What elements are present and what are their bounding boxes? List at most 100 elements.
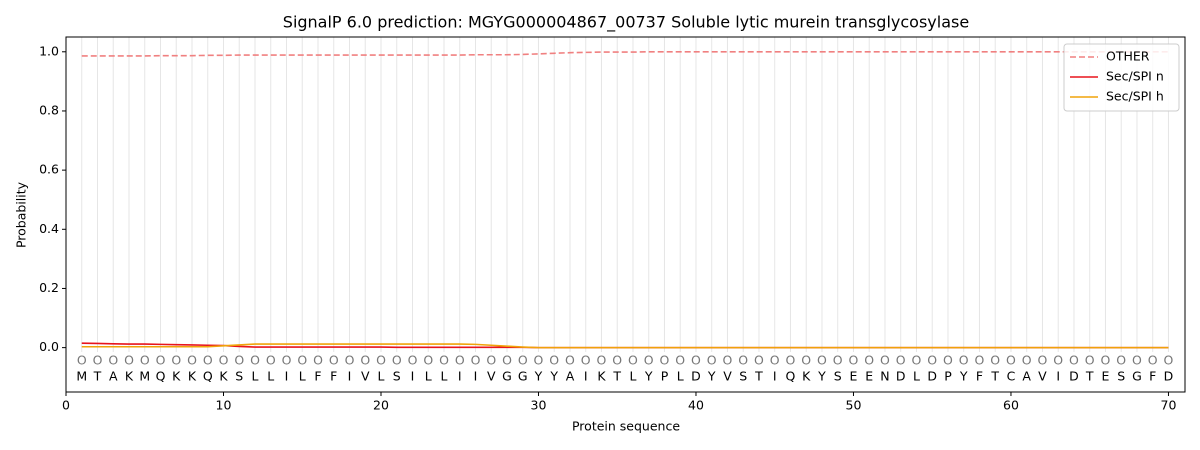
- prediction-label: O: [1069, 353, 1079, 368]
- legend-box: [1063, 43, 1180, 112]
- residue-label: L: [252, 369, 259, 384]
- prediction-label: O: [140, 353, 150, 368]
- residue-label: V: [361, 369, 370, 384]
- residue-label: A: [566, 369, 575, 384]
- residue-label: S: [834, 369, 842, 384]
- x-tick-label: 10: [216, 398, 232, 413]
- residue-label: E: [865, 369, 873, 384]
- residue-label: L: [425, 369, 432, 384]
- residue-label: D: [927, 369, 937, 384]
- prediction-label: O: [439, 353, 449, 368]
- residue-label: D: [1069, 369, 1079, 384]
- prediction-label: O: [943, 353, 953, 368]
- residue-label: T: [612, 369, 621, 384]
- prediction-label: O: [786, 353, 796, 368]
- prediction-label: O: [250, 353, 260, 368]
- residue-label: P: [661, 369, 669, 384]
- residue-label: L: [299, 369, 306, 384]
- residue-label: Y: [644, 369, 653, 384]
- y-tick-label: 0.2: [39, 280, 59, 295]
- prediction-label: O: [1022, 353, 1032, 368]
- residue-label: Q: [203, 369, 213, 384]
- residue-label: V: [487, 369, 496, 384]
- prediction-label: O: [1101, 353, 1111, 368]
- residue-label: F: [1149, 369, 1156, 384]
- prediction-label: O: [691, 353, 701, 368]
- y-tick-label: 1.0: [39, 43, 59, 58]
- chart-title: SignalP 6.0 prediction: MGYG000004867_00…: [283, 13, 969, 33]
- residue-label: I: [411, 369, 415, 384]
- residue-label: I: [348, 369, 352, 384]
- residue-label: C: [1007, 369, 1016, 384]
- residue-label: Q: [156, 369, 166, 384]
- y-axis-label: Probability: [14, 181, 29, 248]
- prediction-label: O: [313, 353, 323, 368]
- prediction-label: O: [502, 353, 512, 368]
- y-tick-label: 0.6: [39, 162, 59, 177]
- prediction-label: O: [628, 353, 638, 368]
- residue-label: T: [990, 369, 999, 384]
- prediction-label: O: [927, 353, 937, 368]
- prediction-label: O: [266, 353, 276, 368]
- residue-label: E: [1102, 369, 1110, 384]
- prediction-label: O: [597, 353, 607, 368]
- prediction-label: O: [581, 353, 591, 368]
- residue-label: A: [1022, 369, 1031, 384]
- residue-label: I: [1056, 369, 1060, 384]
- residue-label: Y: [534, 369, 543, 384]
- residue-label: Y: [707, 369, 716, 384]
- prediction-label: O: [1132, 353, 1142, 368]
- residue-label: K: [188, 369, 197, 384]
- residue-label: D: [1164, 369, 1174, 384]
- prediction-label: O: [738, 353, 748, 368]
- prediction-label: O: [1148, 353, 1158, 368]
- residue-label: K: [597, 369, 606, 384]
- prediction-label: O: [471, 353, 481, 368]
- prediction-label: O: [1038, 353, 1048, 368]
- residue-label: T: [93, 369, 102, 384]
- prediction-label: O: [345, 353, 355, 368]
- prediction-label: O: [1006, 353, 1016, 368]
- y-tick-label: 0.4: [39, 221, 59, 236]
- plot-frame: [65, 36, 1186, 393]
- prediction-label: O: [93, 353, 103, 368]
- x-tick-label: 40: [688, 398, 704, 413]
- prediction-label: O: [912, 353, 922, 368]
- residue-label: K: [219, 369, 228, 384]
- residue-label: L: [913, 369, 920, 384]
- residue-label: T: [1085, 369, 1094, 384]
- prediction-label: O: [124, 353, 134, 368]
- prediction-label: O: [975, 353, 985, 368]
- residue-label: E: [850, 369, 858, 384]
- prediction-label: O: [880, 353, 890, 368]
- prediction-label: O: [234, 353, 244, 368]
- prediction-label: O: [486, 353, 496, 368]
- residue-label: Q: [786, 369, 796, 384]
- residue-label: I: [773, 369, 777, 384]
- legend-label: Sec/SPI h: [1106, 89, 1164, 104]
- residue-label: V: [723, 369, 732, 384]
- prediction-label: O: [549, 353, 559, 368]
- x-tick-label: 20: [373, 398, 389, 413]
- prediction-label: O: [518, 353, 528, 368]
- prediction-label: O: [534, 353, 544, 368]
- prediction-label: O: [108, 353, 118, 368]
- prediction-label: O: [282, 353, 292, 368]
- residue-label: K: [125, 369, 134, 384]
- prediction-label: O: [833, 353, 843, 368]
- prediction-label: O: [187, 353, 197, 368]
- residue-label: N: [880, 369, 889, 384]
- prediction-label: O: [817, 353, 827, 368]
- prediction-label: O: [990, 353, 1000, 368]
- series-line: [81, 343, 1169, 349]
- prediction-label: O: [156, 353, 166, 368]
- residue-label: S: [235, 369, 243, 384]
- prediction-label: O: [644, 353, 654, 368]
- residue-label: F: [314, 369, 321, 384]
- residue-label: Y: [549, 369, 558, 384]
- prediction-label: O: [660, 353, 670, 368]
- residue-label: V: [1038, 369, 1047, 384]
- residue-label: M: [76, 369, 87, 384]
- y-tick-label: 0.8: [39, 102, 59, 117]
- residue-label: L: [677, 369, 684, 384]
